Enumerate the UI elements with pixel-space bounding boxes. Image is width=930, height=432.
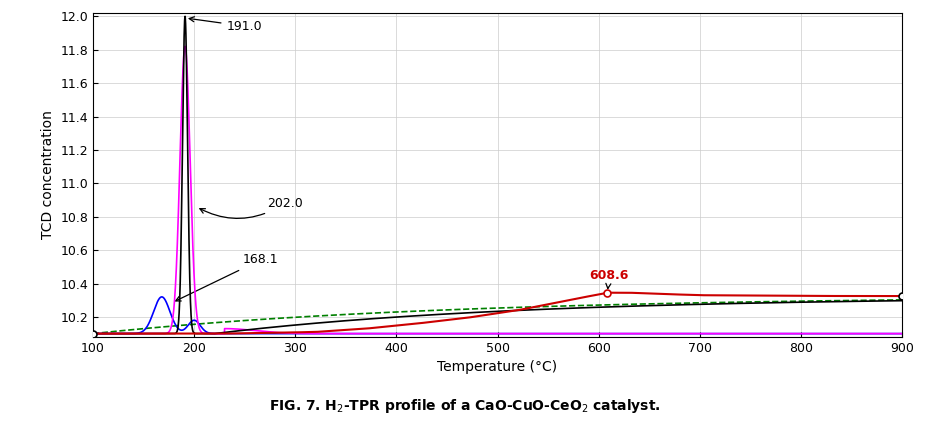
X-axis label: Temperature (°C): Temperature (°C) — [437, 360, 558, 375]
Text: 168.1: 168.1 — [176, 254, 278, 301]
Text: 608.6: 608.6 — [590, 269, 629, 289]
Y-axis label: TCD concentration: TCD concentration — [41, 111, 55, 239]
Text: 191.0: 191.0 — [189, 17, 262, 33]
Text: FIG. 7. H$_2$-TPR profile of a CaO-CuO-CeO$_2$ catalyst.: FIG. 7. H$_2$-TPR profile of a CaO-CuO-C… — [269, 397, 661, 415]
Text: 202.0: 202.0 — [200, 197, 302, 219]
